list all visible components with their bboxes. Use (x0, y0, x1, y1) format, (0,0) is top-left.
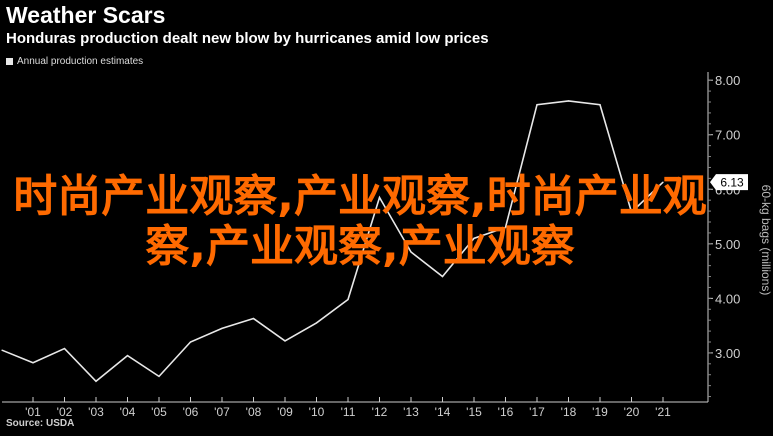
y-tick-label: 5.00 (715, 237, 740, 252)
data-point (410, 251, 412, 253)
data-point (567, 100, 570, 102)
x-tick-label: '16 (498, 405, 514, 419)
last-value-label: 6.13 (720, 176, 744, 190)
y-axis: 3.004.005.006.007.008.00 (707, 72, 740, 402)
last-value-flag-shape (710, 174, 748, 191)
data-point (378, 196, 381, 199)
legend-label: Annual production estimates (17, 56, 144, 67)
source-note: Source: USDA (6, 418, 75, 429)
x-tick-label: '06 (183, 405, 199, 419)
x-tick-label: '10 (309, 405, 325, 419)
y-tick-label: 7.00 (715, 128, 740, 143)
x-tick-label: '18 (561, 405, 577, 419)
data-point (1, 349, 3, 351)
data-point (221, 327, 223, 329)
x-tick-label: '01 (25, 405, 41, 419)
legend: Annual production estimates (6, 56, 143, 67)
y-tick-label: 3.00 (715, 346, 740, 361)
x-tick-label: '03 (88, 405, 104, 419)
x-tick-label: '21 (655, 405, 671, 419)
last-value-flag: 6.13 (710, 174, 748, 191)
x-tick-label: '13 (403, 405, 419, 419)
x-tick-label: '08 (246, 405, 262, 419)
x-tick-label: '04 (120, 405, 136, 419)
y-axis-label: 60-kg bags (millions) (759, 185, 773, 296)
data-point (95, 380, 97, 382)
x-tick-label: '02 (57, 405, 73, 419)
chart-title: Weather Scars (6, 2, 166, 28)
data-point (473, 237, 475, 239)
series-line (1, 100, 664, 383)
y-tick-label: 8.00 (715, 73, 740, 88)
data-point (126, 355, 129, 357)
x-tick-label: '19 (592, 405, 608, 419)
data-point (504, 226, 507, 229)
x-tick-label: '07 (214, 405, 230, 419)
x-tick-label: '17 (529, 405, 545, 419)
data-point (252, 317, 255, 320)
legend-swatch (6, 58, 13, 65)
x-tick-label: '09 (277, 405, 293, 419)
data-point (441, 275, 444, 278)
x-tick-label: '05 (151, 405, 167, 419)
series-layer: 6.13 (1, 100, 748, 383)
data-point (158, 375, 160, 377)
data-point (662, 181, 664, 183)
x-tick-label: '12 (372, 405, 388, 419)
x-axis: '01 '02 '03 '04 '05 '06 '07 '08 '09 '10 '11 '12 '13 '… (2, 397, 708, 419)
data-point (63, 347, 66, 350)
data-point (284, 340, 286, 342)
watermark-overlay-text: 时尚产业观察,产业观察,时尚产业观察,产业观察,产业观察 (13, 171, 707, 272)
y-tick-label: 4.00 (715, 291, 740, 306)
x-tick-label: '11 (341, 405, 356, 419)
chart-subtitle: Honduras production dealt new blow by hu… (6, 30, 489, 47)
data-point (536, 104, 538, 106)
data-point (189, 341, 192, 343)
data-point (315, 322, 318, 324)
data-point (630, 211, 633, 213)
data-point (32, 362, 34, 364)
x-tick-label: '14 (435, 405, 451, 419)
x-tick-label: '15 (466, 405, 482, 419)
x-tick-label: '20 (624, 405, 640, 419)
data-point (599, 104, 601, 106)
data-point (347, 298, 349, 301)
